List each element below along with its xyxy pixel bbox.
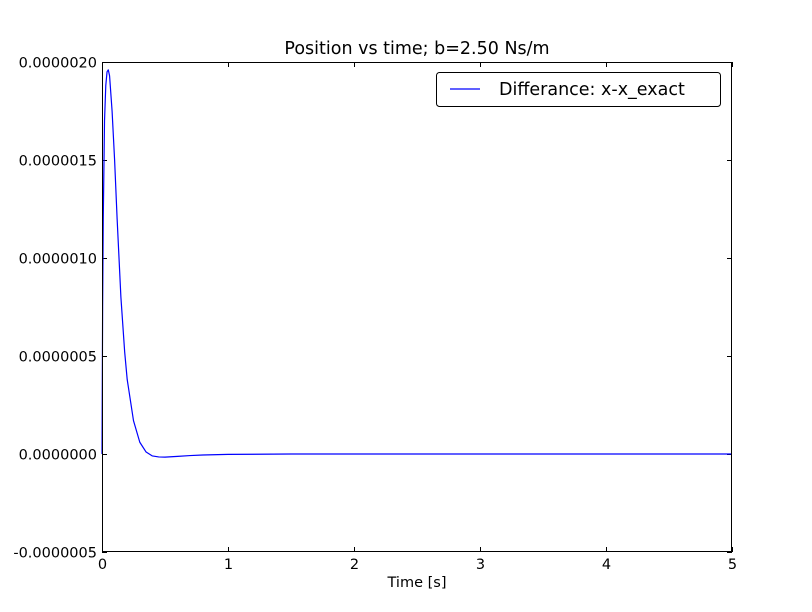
x-tick-label: 4: [602, 557, 611, 573]
x-tick-label: 5: [728, 557, 737, 573]
series-line: [101, 69, 732, 458]
legend-box: [436, 72, 721, 107]
y-tick-label: 0.0000005: [19, 350, 97, 366]
x-tick-label: 1: [224, 557, 233, 573]
x-tick-label: 0: [98, 557, 107, 573]
series-layer: [101, 69, 732, 458]
y-tick-label: 0.0000010: [19, 252, 97, 268]
ticks-layer: 0 1 2 3 4 5 -0.0000005 0.0000000 0.0000005 0.0000…: [13, 56, 737, 574]
plot-frame: [102, 62, 732, 552]
y-tick-label: 0.0000000: [19, 448, 97, 464]
x-tick-label: 3: [476, 557, 485, 573]
x-tick-label: 2: [350, 557, 359, 573]
x-axis-label: Time [s]: [387, 575, 447, 591]
legend-label: Differance: x-x_exact: [499, 80, 685, 100]
y-tick-label: 0.0000020: [19, 56, 97, 72]
legend: Differance: x-x_exact: [436, 72, 721, 107]
y-tick-label: 0.0000015: [19, 154, 97, 170]
chart-title: Position vs time; b=2.50 Ns/m: [284, 39, 549, 59]
plot-area: [102, 62, 732, 552]
y-tick-label: -0.0000005: [13, 546, 97, 562]
